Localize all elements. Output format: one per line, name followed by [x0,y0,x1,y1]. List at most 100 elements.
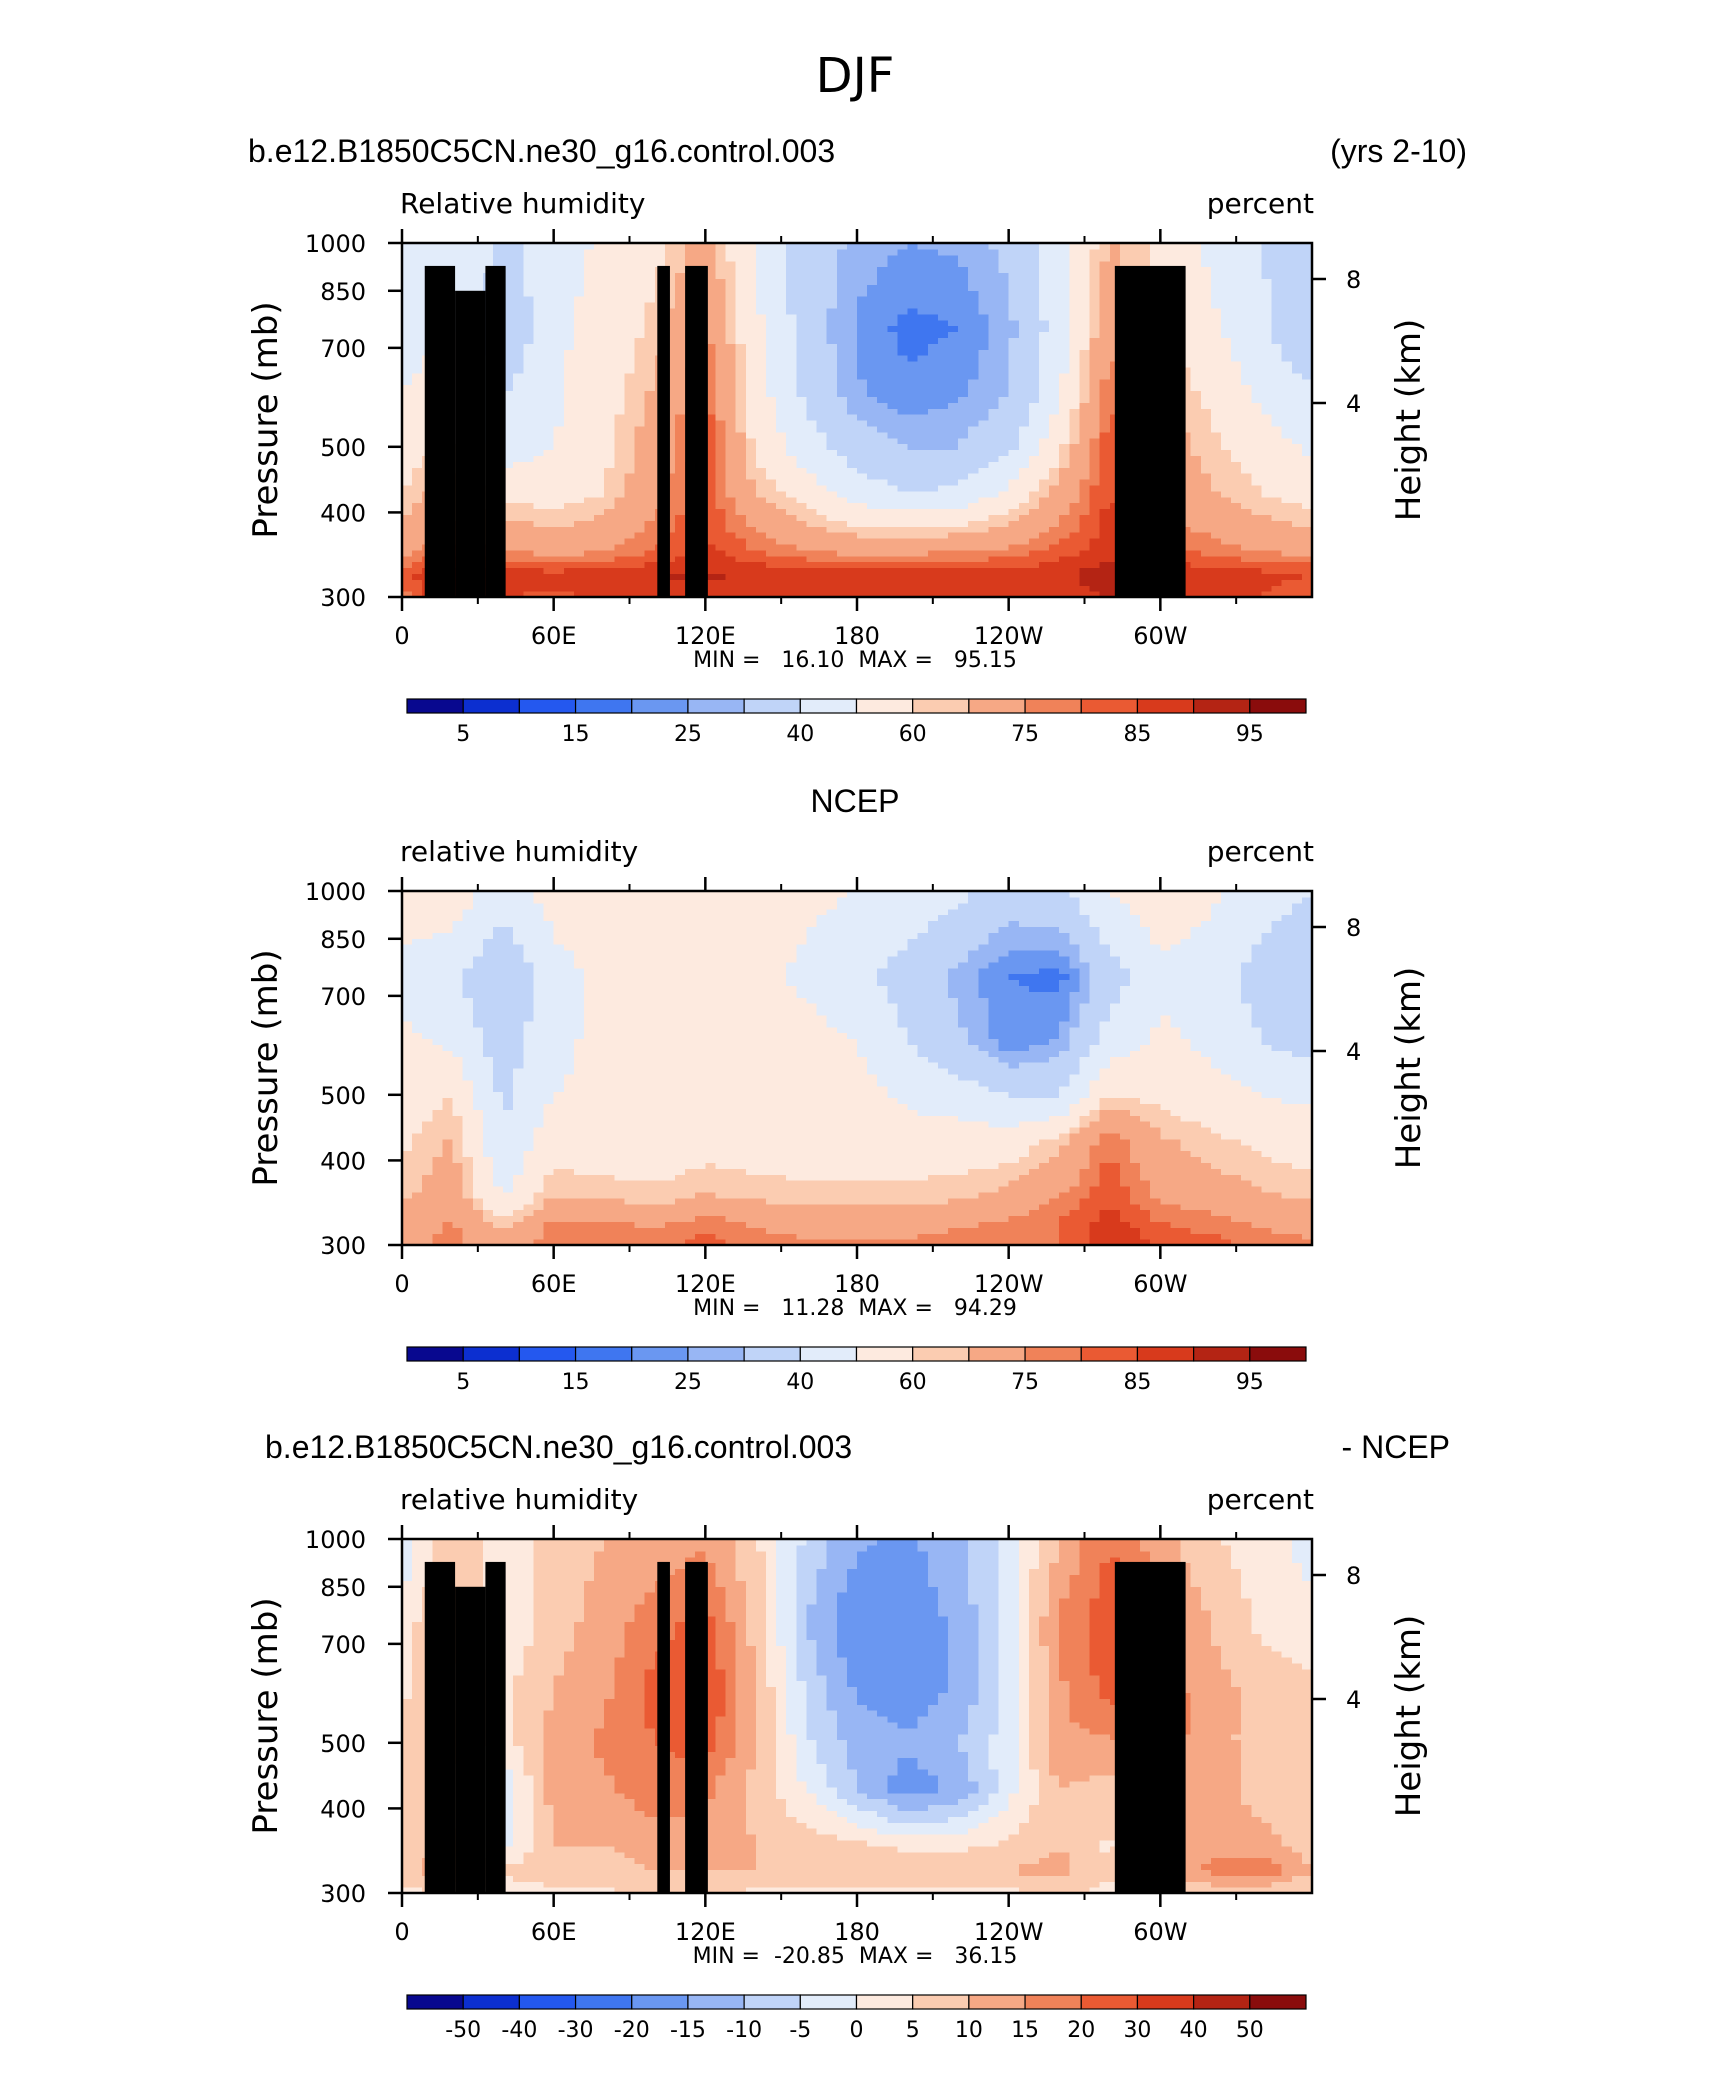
heatmap-cell [614,502,626,510]
heatmap-cell [1018,349,1030,356]
heatmap-cell [1210,543,1222,551]
heatmap-cell [543,496,555,504]
heatmap-cell [1018,278,1030,285]
heatmap-cell [968,496,979,504]
heatmap-cell [1028,378,1040,386]
heatmap-cell [543,479,555,486]
heatmap-cell [1008,361,1020,368]
heatmap-cell [573,361,585,368]
heatmap-cell [846,337,858,344]
heatmap-cell [766,402,777,409]
heatmap-cell [1221,579,1232,586]
heatmap-cell [1200,567,1212,574]
heatmap-cell [755,555,767,563]
heatmap-cell [1301,307,1313,315]
heatmap-cell [1221,384,1232,392]
heatmap-cell [958,414,969,421]
heatmap-cell [927,479,939,486]
heatmap-cell [786,372,797,380]
heatmap-cell [1291,473,1303,480]
heatmap-cell [543,508,555,515]
heatmap-cell [978,296,990,303]
heatmap-cell [1008,278,1020,285]
heatmap-cell [1281,343,1293,350]
heatmap-cell [675,337,686,344]
heatmap-cell [836,496,848,504]
heatmap-cell [1089,555,1101,563]
heatmap-cell [948,567,959,574]
heatmap-cell [503,449,514,456]
heatmap-cell [907,538,919,545]
heatmap-cell [958,520,969,527]
heatmap-cell [796,284,808,291]
heatmap-cell [553,543,565,551]
heatmap-cell [907,414,919,421]
heatmap-cell [412,449,423,456]
heatmap-cell [1301,272,1313,279]
heatmap-cell [1079,325,1091,333]
heatmap-cell [513,266,524,274]
heatmap-cell [816,343,828,350]
heatmap-cell [594,325,605,333]
heatmap-cell [705,408,717,415]
heatmap-cell [806,532,818,539]
heatmap-cell [826,361,838,368]
heatmap-cell [1291,484,1303,492]
heatmap-cell [1261,443,1273,451]
heatmap-cell [634,591,646,598]
heatmap-cell [1200,307,1212,315]
heatmap-cell [1221,473,1232,480]
heatmap-cell [1221,302,1232,309]
heatmap-cell [948,561,959,569]
heatmap-cell [1008,372,1020,380]
heatmap-cell [988,520,1000,527]
heatmap-cell [543,538,555,545]
heatmap-cell [594,284,605,291]
heatmap-cell [1028,325,1040,333]
heatmap-cell [503,290,514,297]
heatmap-cell [1231,390,1242,397]
heatmap-cell [1028,520,1040,527]
heatmap-cell [1301,502,1313,510]
heatmap-cell [978,384,990,392]
heatmap-cell [826,561,838,569]
heatmap-cell [1059,543,1070,551]
heatmap-cell [1251,343,1263,350]
heatmap-cell [725,425,737,433]
heatmap-cell [1018,561,1030,569]
heatmap-cell [1089,396,1101,403]
heatmap-cell [614,538,626,545]
heatmap-cell [887,296,899,303]
heatmap-cell [1271,467,1283,474]
heatmap-cell [402,561,413,569]
heatmap-cell [402,366,413,374]
heatmap-cell [412,549,423,557]
heatmap-cell [533,538,545,545]
heatmap-cell [563,284,575,291]
heatmap-cell [604,461,615,468]
heatmap-cell [1018,479,1030,486]
heatmap-cell [1231,437,1242,445]
heatmap-cell [1301,325,1313,333]
heatmap-cell [1039,290,1050,297]
heatmap-cell [745,307,757,315]
heatmap-cell [948,319,959,327]
heatmap-cell [1271,278,1283,285]
heatmap-cell [1180,343,1192,350]
heatmap-cell [1291,449,1303,456]
heatmap-cell [857,567,868,574]
heatmap-cell [907,337,919,344]
heatmap-cell [897,484,909,492]
heatmap-cell [766,479,777,486]
heatmap-cell [998,555,1010,563]
heatmap-cell [877,567,888,574]
heatmap-cell [472,278,484,285]
heatmap-cell [816,479,828,486]
heatmap-cell [745,343,757,350]
heatmap-cell [958,290,969,297]
heatmap-cell [806,307,818,315]
heatmap-cell [735,520,747,527]
heatmap-cell [644,319,656,327]
heatmap-cell [1271,313,1283,321]
heatmap-cell [1099,390,1111,397]
